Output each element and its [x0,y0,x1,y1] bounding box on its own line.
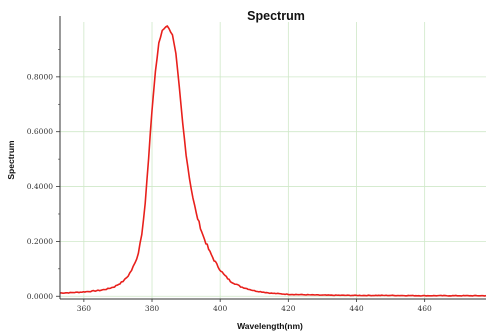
y-tick-label: 0.2000 [27,237,53,246]
x-tick-label: 360 [77,304,92,313]
x-tick-label: 400 [213,304,228,313]
y-tick-label: 0.0000 [27,292,53,301]
grid-lines [60,22,486,299]
axes [56,16,486,302]
y-tick-label: 0.8000 [27,72,53,81]
x-tick-label: 420 [281,304,296,313]
chart-title: Spectrum [247,9,305,23]
y-axis-title: Spectrum [6,140,16,180]
y-tick-label: 0.4000 [27,182,53,191]
x-axis-title: Wavelength(nm) [237,321,303,331]
tick-labels: 360 380 400 420 440 460 0.0000 0.2000 0.4000 0.60… [27,72,432,313]
x-tick-label: 440 [349,304,364,313]
y-tick-label: 0.6000 [27,127,53,136]
spectrum-line [59,25,487,297]
series-layer [59,25,487,297]
x-tick-label: 460 [417,304,432,313]
x-tick-label: 380 [145,304,160,313]
